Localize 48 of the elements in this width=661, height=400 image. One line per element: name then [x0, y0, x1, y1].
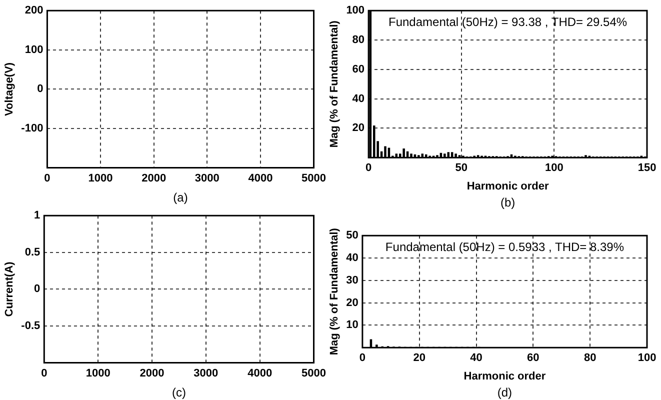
x-tick-label: 100: [638, 352, 656, 364]
y-tick-label: 50: [346, 230, 358, 242]
y-tick-label: 60: [352, 63, 365, 76]
x-tick-label: 2000: [142, 172, 166, 184]
x-axis-title: Harmonic order: [464, 370, 546, 382]
y-tick-label: 30: [346, 274, 358, 286]
text: (a): [173, 190, 188, 204]
y-axis-title: Mag (% of Fundamental): [328, 228, 341, 356]
y-tick-label: 200: [24, 4, 44, 17]
x-tick-label: 5000: [302, 367, 326, 380]
y-tick-label: 1: [34, 210, 40, 222]
x-tick-label: 100: [545, 162, 564, 174]
y-tick-label: 20: [352, 122, 365, 134]
x-tick-label: 150: [638, 162, 656, 174]
x-tick-label: 3000: [194, 172, 220, 184]
x-tick-label: 5000: [302, 172, 326, 184]
y-tick-label: 100: [346, 4, 365, 17]
x-tick-label: 80: [584, 352, 596, 364]
x-tick-label: 1000: [88, 172, 113, 184]
x-tick-label: 60: [527, 352, 540, 364]
y-tick-label: -0.5: [21, 320, 40, 332]
y-tick-label: 10: [346, 319, 358, 332]
y-tick-label: 40: [352, 92, 365, 105]
y-tick-label: 0: [37, 83, 44, 96]
y-tick-label: 80: [352, 34, 365, 46]
x-tick-label: 4000: [248, 172, 273, 184]
annotation: Fundamental (50Hz) = 93.38 , THD= 29.54%: [388, 14, 628, 29]
y-tick-label: -100: [21, 122, 44, 135]
y-tick-label: 20: [346, 296, 358, 309]
y-axis-title: Voltage(V): [4, 62, 16, 116]
y-tick-label: 0: [34, 283, 40, 296]
x-tick-label: 50: [455, 162, 468, 174]
x-tick-label: 1000: [86, 367, 110, 380]
x-tick-label: 4000: [248, 367, 272, 380]
text: (c): [172, 385, 186, 400]
x-tick-label: 3000: [194, 367, 218, 380]
y-axis-title: Current(A): [4, 261, 16, 317]
y-tick-label: 0.5: [24, 246, 40, 258]
annotation: Fundamental (50Hz) = 0.5933 , THD= 8.39%: [385, 240, 624, 254]
x-tick-label: 40: [470, 352, 482, 364]
x-tick-label: 2000: [140, 367, 164, 380]
text: (b): [500, 195, 516, 210]
y-tick-label: 100: [24, 44, 44, 56]
y-tick-label: 40: [346, 252, 358, 264]
x-axis-title: Harmonic order: [466, 180, 550, 192]
y-axis-title: Mag (% of Fundamental): [328, 20, 341, 148]
text: (d): [497, 385, 512, 400]
x-tick-label: 20: [413, 352, 426, 364]
